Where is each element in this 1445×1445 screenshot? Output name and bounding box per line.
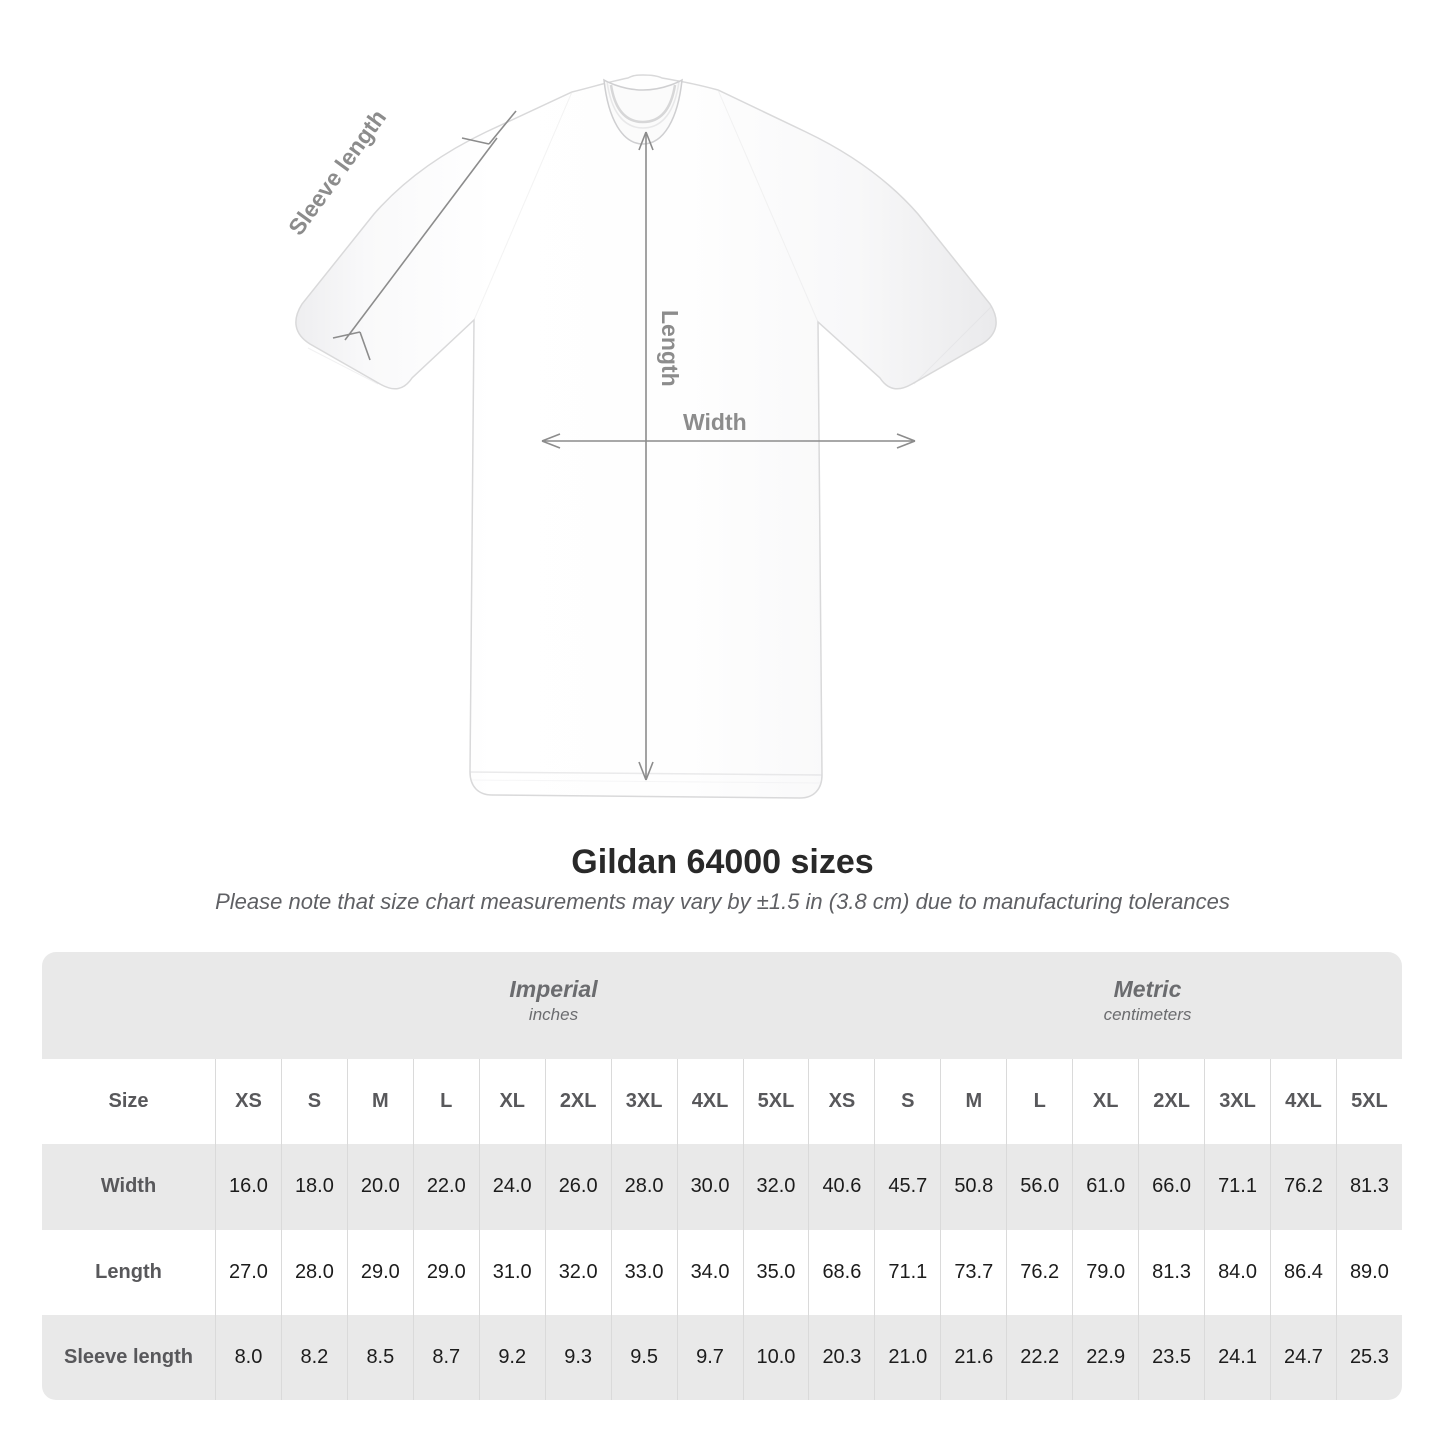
svg-text:Length: Length [657, 310, 683, 387]
svg-text:Width: Width [683, 409, 747, 435]
